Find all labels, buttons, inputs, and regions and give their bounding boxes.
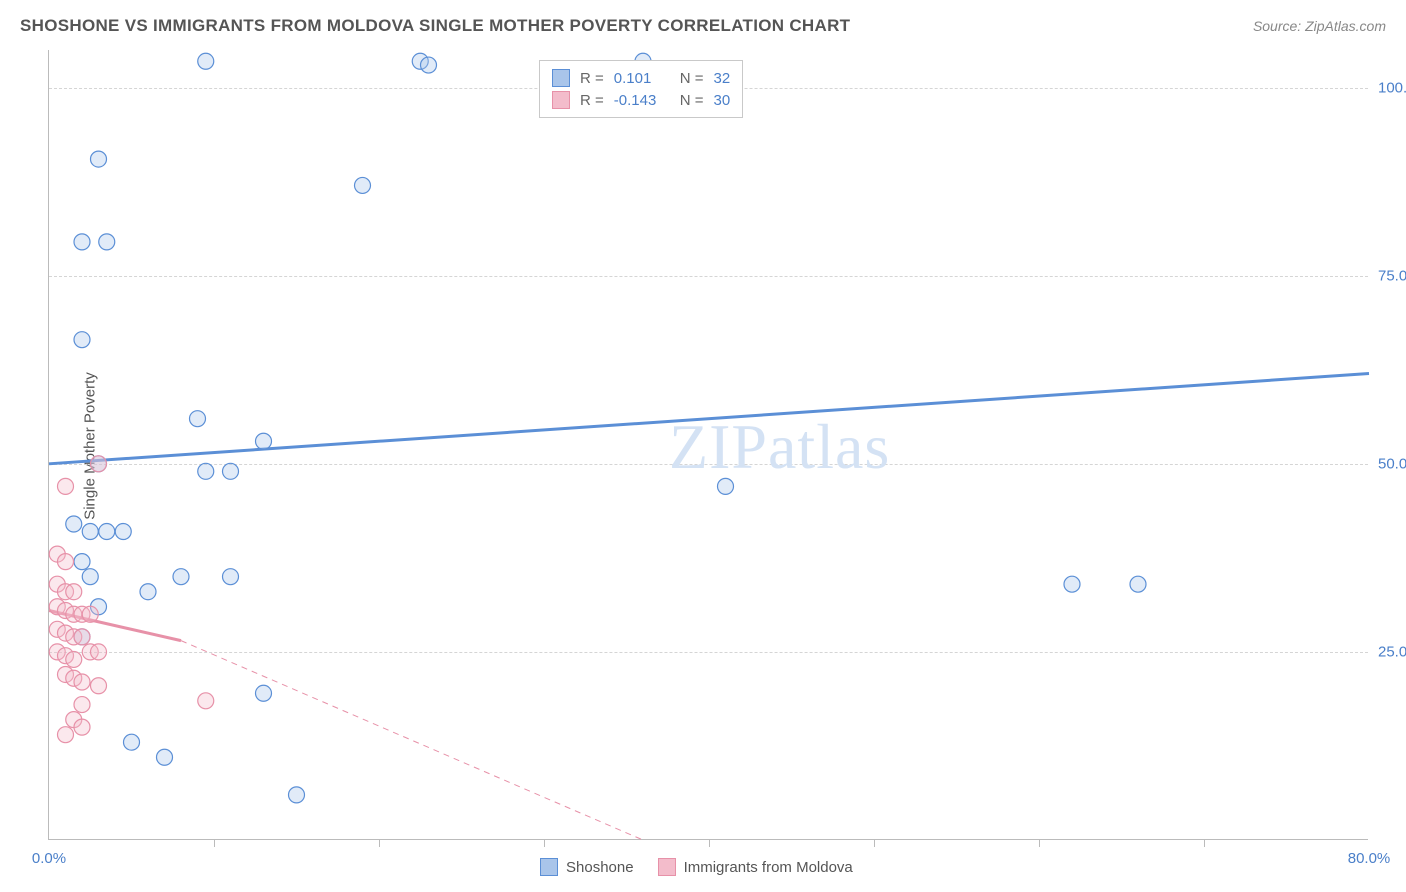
data-point xyxy=(82,606,98,622)
legend-swatch xyxy=(540,858,558,876)
legend-n-value: 30 xyxy=(714,92,731,109)
x-tick-label: 80.0% xyxy=(1348,850,1391,867)
data-point xyxy=(223,463,239,479)
data-point xyxy=(91,456,107,472)
data-point xyxy=(74,629,90,645)
data-point xyxy=(99,524,115,540)
x-tick xyxy=(1039,839,1040,847)
data-point xyxy=(58,727,74,743)
y-tick-label: 25.0% xyxy=(1378,643,1406,660)
legend-r-label: R = xyxy=(580,70,604,87)
chart-title: SHOSHONE VS IMMIGRANTS FROM MOLDOVA SING… xyxy=(20,16,850,36)
data-point xyxy=(91,678,107,694)
data-point xyxy=(124,734,140,750)
correlation-legend: R = 0.101 N = 32 R = -0.143 N = 30 xyxy=(539,60,743,118)
regression-line-extended xyxy=(181,641,643,840)
data-point xyxy=(256,685,272,701)
data-point xyxy=(74,554,90,570)
data-point xyxy=(198,693,214,709)
data-point xyxy=(198,53,214,69)
legend-row: R = -0.143 N = 30 xyxy=(552,89,730,111)
x-tick-label: 0.0% xyxy=(32,850,66,867)
legend-n-label: N = xyxy=(680,92,704,109)
legend-n-label: N = xyxy=(680,70,704,87)
data-point xyxy=(173,569,189,585)
legend-r-label: R = xyxy=(580,92,604,109)
legend-series-label: Shoshone xyxy=(566,859,634,876)
data-point xyxy=(190,411,206,427)
data-point xyxy=(74,332,90,348)
x-tick xyxy=(874,839,875,847)
legend-row: R = 0.101 N = 32 xyxy=(552,67,730,89)
data-point xyxy=(99,234,115,250)
data-point xyxy=(718,478,734,494)
x-tick xyxy=(379,839,380,847)
data-point xyxy=(421,57,437,73)
data-point xyxy=(198,463,214,479)
scatter-svg xyxy=(49,50,1368,839)
data-point xyxy=(91,151,107,167)
x-tick xyxy=(709,839,710,847)
data-point xyxy=(157,749,173,765)
data-point xyxy=(355,177,371,193)
x-tick xyxy=(1204,839,1205,847)
legend-swatch xyxy=(658,858,676,876)
data-point xyxy=(82,569,98,585)
legend-series-item: Immigrants from Moldova xyxy=(658,858,853,876)
data-point xyxy=(66,584,82,600)
legend-r-value: 0.101 xyxy=(614,70,670,87)
chart-header: SHOSHONE VS IMMIGRANTS FROM MOLDOVA SING… xyxy=(20,16,1386,36)
chart-plot-area: ZIPatlas 25.0%50.0%75.0%100.0% 0.0%80.0%… xyxy=(48,50,1368,840)
data-point xyxy=(1130,576,1146,592)
data-point xyxy=(74,674,90,690)
x-tick xyxy=(544,839,545,847)
regression-line xyxy=(49,374,1369,464)
data-point xyxy=(74,234,90,250)
chart-source: Source: ZipAtlas.com xyxy=(1253,18,1386,34)
y-tick-label: 100.0% xyxy=(1378,79,1406,96)
data-point xyxy=(140,584,156,600)
data-point xyxy=(289,787,305,803)
legend-n-value: 32 xyxy=(714,70,731,87)
data-point xyxy=(223,569,239,585)
data-point xyxy=(58,554,74,570)
data-point xyxy=(58,478,74,494)
data-point xyxy=(115,524,131,540)
data-point xyxy=(66,516,82,532)
data-point xyxy=(91,644,107,660)
data-point xyxy=(256,433,272,449)
legend-swatch xyxy=(552,69,570,87)
legend-series-label: Immigrants from Moldova xyxy=(684,859,853,876)
x-tick xyxy=(214,839,215,847)
series-legend: Shoshone Immigrants from Moldova xyxy=(540,858,853,876)
data-point xyxy=(74,719,90,735)
legend-series-item: Shoshone xyxy=(540,858,634,876)
data-point xyxy=(82,524,98,540)
y-tick-label: 50.0% xyxy=(1378,455,1406,472)
legend-r-value: -0.143 xyxy=(614,92,670,109)
data-point xyxy=(66,651,82,667)
data-point xyxy=(74,697,90,713)
data-point xyxy=(1064,576,1080,592)
legend-swatch xyxy=(552,91,570,109)
y-tick-label: 75.0% xyxy=(1378,267,1406,284)
